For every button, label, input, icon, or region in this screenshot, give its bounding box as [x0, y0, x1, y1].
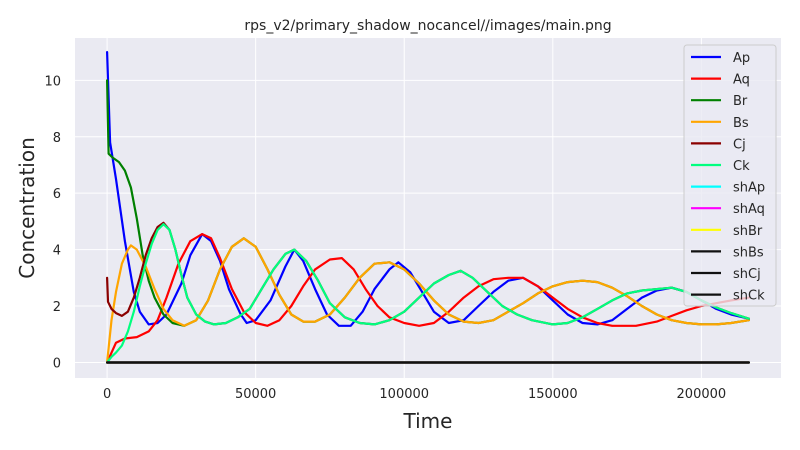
- series-line-ap: [105, 50, 751, 327]
- legend-label-br: Br: [733, 94, 748, 109]
- y-tick-label: 4: [53, 244, 61, 259]
- series-layer: [105, 50, 751, 364]
- series-line-ck: [105, 223, 751, 364]
- y-axis-ticks: 0 2 4 6 8 10: [44, 74, 61, 371]
- chart-title: rps_v2/primary_shadow_nocancel//images/m…: [244, 18, 611, 34]
- legend: Ap Aq Br Bs Cj Ck shAp shAq shBr shBs shCj shCk: [683, 44, 777, 307]
- x-axis-title: Time: [403, 409, 453, 433]
- plot-area: [75, 38, 781, 378]
- x-axis-ticks: 0 50000 100000 150000 200000: [103, 387, 726, 402]
- legend-label-aq: Aq: [733, 73, 750, 88]
- legend-label-ck: Ck: [733, 159, 750, 174]
- y-tick-label: 0: [53, 356, 61, 371]
- legend-label-shcj: shCj: [733, 267, 761, 282]
- y-tick-label: 10: [44, 74, 61, 89]
- x-tick-label: 150000: [528, 387, 578, 402]
- series-line-aq: [105, 233, 751, 364]
- y-tick-label: 8: [53, 131, 61, 146]
- legend-label-bs: Bs: [733, 116, 749, 131]
- y-tick-label: 6: [53, 187, 61, 202]
- legend-label-shck: shCk: [733, 289, 765, 304]
- x-tick-label: 50000: [235, 387, 276, 402]
- legend-label-shap: shAp: [733, 181, 765, 196]
- y-tick-label: 2: [53, 300, 61, 315]
- x-tick-label: 100000: [379, 387, 429, 402]
- x-tick-label: 0: [103, 387, 111, 402]
- legend-box: [683, 44, 777, 307]
- legend-label-shbr: shBr: [733, 224, 763, 239]
- series-line-bs: [105, 237, 751, 364]
- legend-label-ap: Ap: [733, 51, 750, 66]
- legend-label-cj: Cj: [733, 137, 746, 152]
- legend-label-shbs: shBs: [733, 245, 764, 260]
- x-tick-label: 200000: [677, 387, 727, 402]
- y-axis-title: Concentration: [15, 137, 39, 278]
- legend-label-shaq: shAq: [733, 202, 765, 217]
